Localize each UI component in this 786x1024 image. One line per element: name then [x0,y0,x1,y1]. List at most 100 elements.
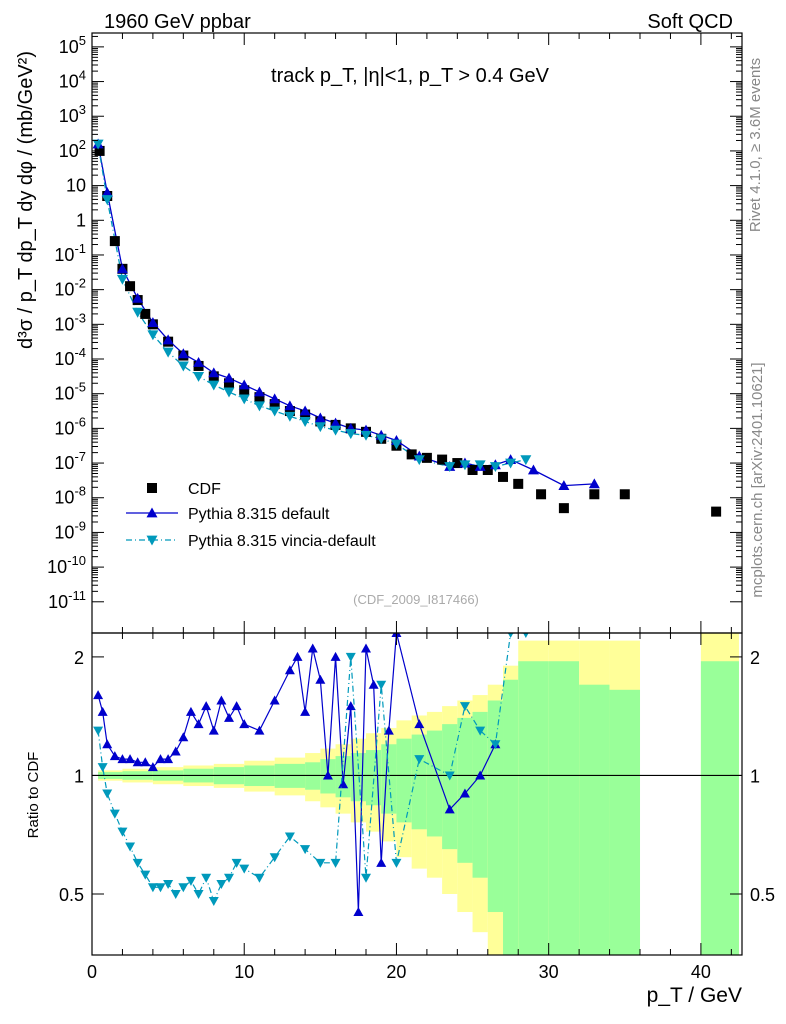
ratio-point-default [338,779,349,789]
data-point-vincia [413,455,425,466]
data-point-cdf [421,452,432,463]
ratio-point-default [459,788,470,798]
data-point-cdf [284,406,295,417]
ratio-tick-label: 0.5 [59,885,84,905]
ratio-y-axis-label: Ratio to CDF [25,752,42,839]
band-green [426,730,443,837]
data-point-default [314,412,326,423]
ratio-point-vincia [254,873,265,883]
data-point-cdf [498,471,509,482]
ratio-point-default [155,754,166,764]
ratio-tick-label: 2 [74,648,84,668]
ratio-tick-label: 1 [74,766,84,786]
series-layer [92,138,722,917]
ratio-point-default [376,857,387,867]
data-point-vincia [345,429,357,440]
ratio-frame [91,632,743,956]
band-green [411,734,427,830]
ratio-point-default [216,695,227,705]
ratio-point-vincia [231,858,242,868]
ratio-point-default [300,706,311,716]
data-point-cdf [589,489,600,500]
data-point-default [299,405,311,416]
y-tick-label: 10-10 [47,553,86,577]
data-point-cdf [711,506,722,517]
legend-marker [146,535,158,546]
y-tick-label: 104 [59,68,86,92]
ratio-point-vincia [300,845,311,855]
ratio-point-vincia [444,771,455,781]
data-point-cdf [254,392,265,403]
data-point-default [132,292,144,303]
ratio-point-default [414,719,425,729]
ratio-point-default [345,701,356,711]
ratio-point-vincia [102,789,113,799]
series-line [97,143,526,468]
ratio-point-default [231,701,242,711]
data-point-default [558,480,570,491]
ratio-point-default [185,706,196,716]
ratio-point-default [147,762,158,772]
y-tick-label: 10-3 [54,310,86,334]
ratio-point-vincia [361,873,372,883]
data-point-vincia [238,394,250,405]
data-point-default [223,372,235,383]
ratio-point-vincia [132,858,143,868]
ratio-point-vincia [117,827,128,837]
legend-label: CDF [188,481,221,498]
data-point-vincia [193,371,205,382]
ratio-point-default [140,757,151,767]
data-point-vincia [330,425,342,436]
ratio-panel-series [93,633,529,917]
legend: CDF Pythia 8.315 default Pythia 8.315 vinc… [126,481,376,550]
ratio-point-default [292,651,303,661]
data-point-cdf [452,458,463,469]
data-point-vincia [360,430,372,441]
ratio-point-default [178,732,189,742]
ratio-point-default [444,804,455,814]
ratio-point-default [102,739,113,749]
data-point-vincia [375,434,387,445]
data-point-vincia [284,411,296,422]
ratio-point-vincia [140,870,151,880]
data-point-vincia [314,422,326,433]
ratio-point-default [475,770,486,780]
band-green [700,661,739,955]
ratio-point-vincia [147,883,158,893]
y-tick-label: 10 [66,176,86,196]
data-point-vincia [520,455,532,466]
x-axis-label: p_T / GeV [647,984,742,1007]
band-green [503,679,519,955]
ratio-point-vincia [459,702,470,712]
ratio-point-vincia [170,889,181,899]
data-point-default [284,400,296,411]
ratio-point-vincia [345,652,356,662]
y-tick-label: 10-7 [54,449,86,473]
ratio-point-vincia [239,864,250,874]
ratio-point-default [239,719,250,729]
ratio-point-vincia [224,873,235,883]
ratio-point-default [109,751,120,761]
ratio-point-vincia [507,633,514,638]
y-tick-label: 1 [76,210,86,230]
data-point-cdf [482,464,493,475]
ratio-point-vincia [523,633,529,638]
band-green [487,700,504,913]
ratio-tick-label-right: 0.5 [750,885,775,905]
header-left: 1960 GeV ppbar [104,11,251,33]
data-point-cdf [513,478,524,489]
ratio-point-vincia [216,880,227,890]
uncertainty-bands [98,633,739,955]
ratio-point-default [307,643,318,653]
band-green [518,661,549,955]
y-tick-label: 10-8 [54,484,86,508]
ratio-point-default [368,679,379,689]
y-tick-label: 102 [59,137,86,161]
data-point-default [527,464,539,475]
data-point-default [177,348,189,359]
ratio-point-vincia [208,896,219,906]
watermark: (CDF_2009_I817466) [353,592,479,607]
ratio-point-default [97,706,108,716]
data-point-cdf [536,489,547,500]
